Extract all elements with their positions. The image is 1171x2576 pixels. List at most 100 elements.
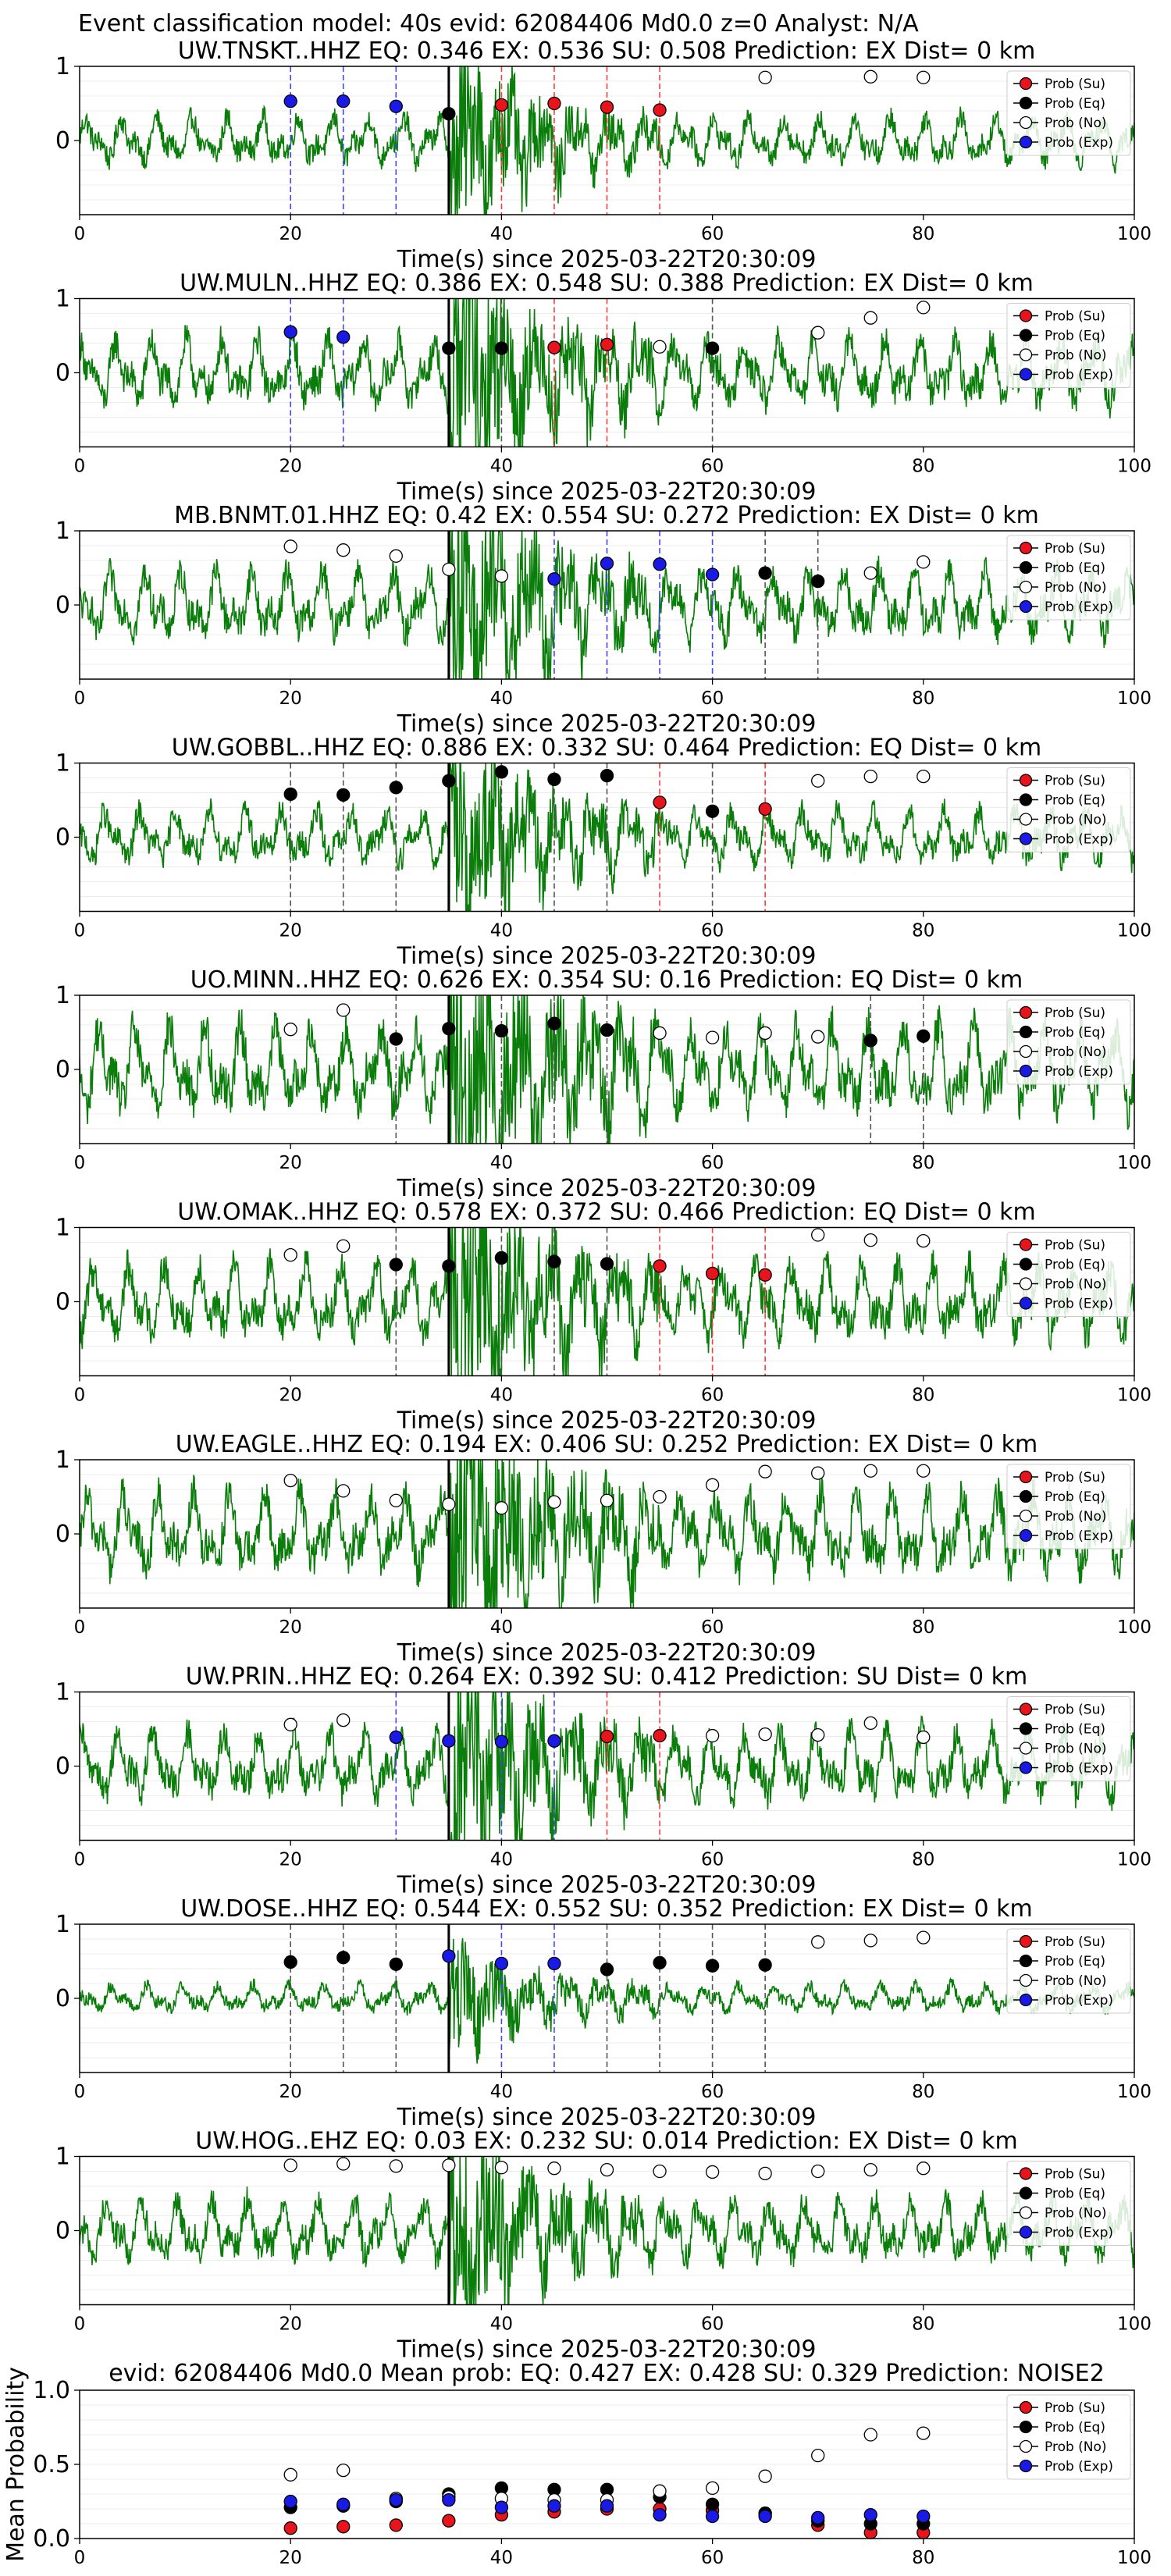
- prob-marker-no: [283, 2158, 297, 2172]
- legend-label: Prob (Eq): [1045, 2186, 1105, 2202]
- y-tick-label: 1: [55, 982, 70, 1009]
- x-tick-label: 20: [279, 2548, 302, 2568]
- legend-label: Prob (Su): [1045, 2167, 1105, 2183]
- legend-label: Prob (Exp): [1045, 135, 1113, 151]
- prob-marker-no: [758, 1464, 772, 1478]
- x-tick-label: 20: [279, 1617, 302, 1638]
- legend-label: Prob (Eq): [1045, 329, 1105, 344]
- legend-marker-exp: [1019, 600, 1033, 614]
- prob-marker-no: [283, 1473, 297, 1488]
- legend-marker-su: [1019, 1238, 1033, 1251]
- legend-box: [1006, 1464, 1131, 1550]
- prob-marker-no: [653, 1489, 667, 1504]
- y-tick-label: 1: [55, 1215, 70, 1242]
- waveform-trace: [80, 1937, 1134, 2064]
- legend-label: Prob (Exp): [1045, 1064, 1113, 1080]
- prob-marker-no: [442, 1497, 456, 1511]
- legend-label: Prob (No): [1045, 1742, 1107, 1757]
- prob-marker-no: [863, 69, 877, 84]
- legend-label: Prob (No): [1045, 580, 1107, 596]
- mean-prob-point-no: [917, 2426, 931, 2440]
- legend-label: Prob (No): [1045, 1509, 1107, 1525]
- x-tick-label: 0: [74, 921, 86, 941]
- x-tick-label: 80: [912, 1386, 934, 1406]
- mean-prob-point-eq: [705, 2497, 720, 2511]
- prob-marker-eq: [547, 1254, 561, 1268]
- prob-marker-no: [336, 1484, 351, 1498]
- prob-marker-exp: [336, 330, 351, 344]
- x-tick-label: 40: [490, 921, 513, 941]
- x-tick-label: 60: [701, 1153, 724, 1173]
- prob-marker-eq: [442, 1259, 456, 1273]
- legend-label: Prob (No): [1045, 1973, 1107, 1989]
- legend-marker-exp: [1019, 1761, 1033, 1774]
- legend-box: [1006, 535, 1131, 621]
- prob-marker-no: [442, 2158, 456, 2172]
- waveform-trace: [80, 1460, 1134, 1608]
- y-tick-label: 1: [55, 53, 70, 80]
- prob-marker-no: [494, 569, 509, 583]
- prob-marker-no: [758, 70, 772, 84]
- prob-marker-no: [811, 326, 825, 340]
- prob-marker-su: [547, 96, 561, 111]
- prob-marker-no: [705, 1030, 720, 1044]
- x-tick-label: 80: [912, 921, 934, 941]
- legend-label: Prob (Exp): [1045, 1528, 1113, 1544]
- panel-title: UW.OMAK..HHZ EQ: 0.578 EX: 0.372 SU: 0.4…: [177, 1199, 1035, 1226]
- x-tick-label: 0: [74, 2314, 86, 2335]
- x-tick-label: 0: [74, 224, 86, 244]
- mean-prob-point-no: [653, 2484, 667, 2498]
- legend-label: Prob (Su): [1045, 1934, 1105, 1950]
- x-axis-label: Time(s) since 2025-03-22T20:30:09: [397, 479, 817, 506]
- figure-suptitle: Event classification model: 40s evid: 62…: [78, 10, 919, 37]
- x-tick-label: 60: [701, 921, 724, 941]
- prob-marker-eq: [494, 341, 509, 355]
- y-tick-label: 0: [55, 2218, 70, 2245]
- y-tick-label: 1: [55, 750, 70, 777]
- mean-prob-point-exp: [283, 2494, 297, 2509]
- x-axis-label: Time(s) since 2025-03-22T20:30:09: [397, 1407, 817, 1435]
- x-tick-label: 80: [912, 1850, 934, 1870]
- prob-marker-no: [811, 1228, 825, 1242]
- prob-marker-no: [917, 301, 931, 315]
- legend-label: Prob (Su): [1045, 541, 1105, 557]
- legend-label: Prob (Eq): [1045, 1722, 1105, 1738]
- legend-label: Prob (No): [1045, 1044, 1107, 1060]
- prob-marker-eq: [389, 781, 403, 795]
- prob-marker-no: [917, 769, 931, 784]
- x-tick-label: 100: [1117, 1617, 1151, 1638]
- legend-marker-su: [1019, 2167, 1033, 2180]
- panel-9: UW.DOSE..HHZ EQ: 0.544 EX: 0.552 SU: 0.3…: [55, 1895, 1151, 2131]
- x-tick-label: 0: [74, 1850, 86, 1870]
- legend-label: Prob (Eq): [1045, 1258, 1105, 1273]
- legend-marker-no: [1019, 1742, 1033, 1755]
- prob-marker-no: [442, 562, 456, 577]
- prob-marker-no: [336, 1713, 351, 1727]
- y-axis-label: Mean Probability: [2, 2367, 30, 2562]
- x-tick-label: 60: [701, 2548, 724, 2568]
- y-tick-label: 1: [55, 1446, 70, 1474]
- x-tick-label: 40: [490, 1386, 513, 1406]
- prob-marker-eq: [758, 566, 772, 580]
- legend-marker-exp: [1019, 1064, 1033, 1078]
- prob-marker-no: [494, 1501, 509, 1515]
- y-tick-label: 0: [55, 1985, 70, 2012]
- prob-marker-no: [917, 2161, 931, 2176]
- prob-marker-no: [653, 1026, 667, 1041]
- panel-6: UW.OMAK..HHZ EQ: 0.578 EX: 0.372 SU: 0.4…: [55, 1199, 1151, 1435]
- legend-marker-eq: [1019, 560, 1033, 575]
- prob-marker-no: [917, 1730, 931, 1745]
- prob-marker-eq: [283, 787, 297, 802]
- prob-marker-su: [653, 103, 667, 117]
- legend-box: [1006, 2161, 1131, 2246]
- mean-prob-point-exp: [917, 2509, 931, 2524]
- legend-label: Prob (Su): [1045, 2400, 1105, 2416]
- legend-marker-no: [1019, 2206, 1033, 2219]
- prob-marker-exp: [442, 1949, 456, 1963]
- x-tick-label: 20: [279, 224, 302, 244]
- mean-prob-point-su: [389, 2518, 403, 2532]
- legend-marker-no: [1019, 813, 1033, 826]
- prob-marker-exp: [389, 99, 403, 113]
- x-tick-label: 20: [279, 1153, 302, 1173]
- panel-3: MB.BNMT.01.HHZ EQ: 0.42 EX: 0.554 SU: 0.…: [55, 502, 1151, 738]
